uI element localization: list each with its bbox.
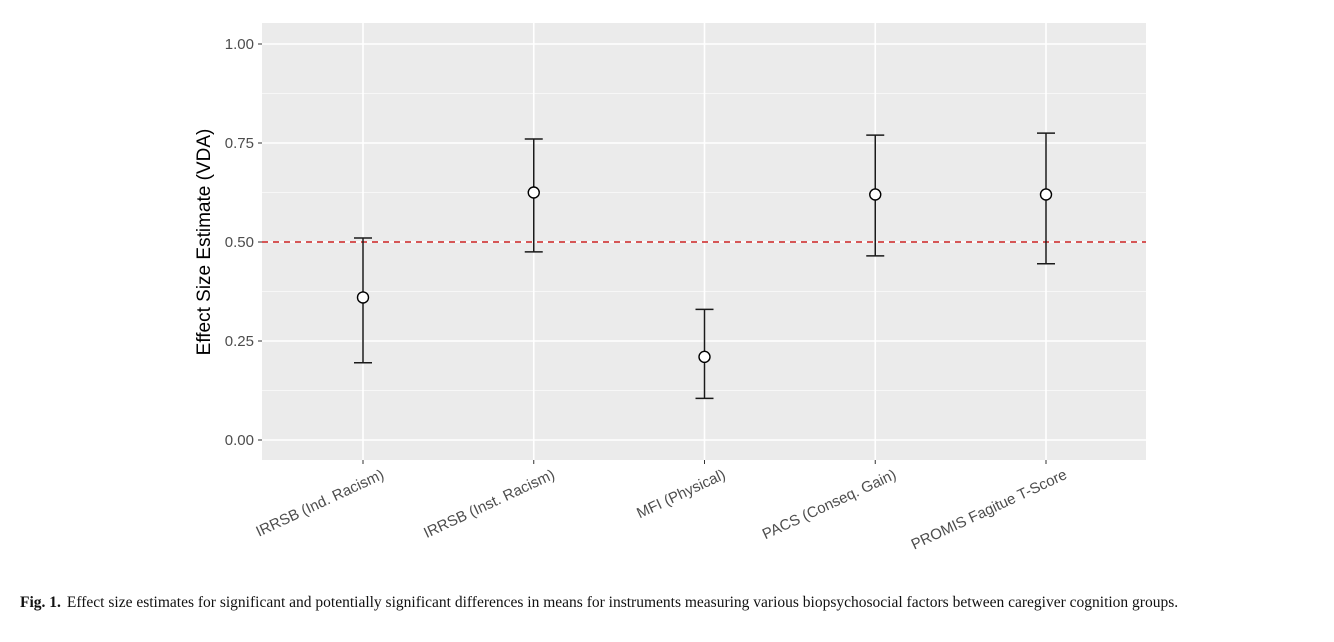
x-axis-ticks: IRRSB (Ind. Racism) IRRSB (Inst. Racism) M… bbox=[253, 460, 1070, 553]
y-tick-label: 0.50 bbox=[225, 234, 254, 251]
data-points bbox=[356, 186, 1053, 364]
data-point bbox=[356, 291, 370, 304]
y-tick-label: 0.25 bbox=[225, 333, 254, 350]
figure-caption: Fig. 1. Effect size estimates for signifi… bbox=[20, 592, 1320, 613]
figure-caption-text: Effect size estimates for significant an… bbox=[66, 594, 1179, 611]
x-tick-label: PROMIS Fagitue T-Score bbox=[909, 466, 1070, 553]
x-tick-label: PACS (Conseq. Gain) bbox=[760, 466, 899, 543]
y-tick-label: 0.75 bbox=[225, 135, 254, 152]
data-point bbox=[527, 186, 540, 199]
y-tick-label: 1.00 bbox=[225, 36, 254, 53]
data-point bbox=[698, 350, 711, 364]
effect-size-chart: 0.00 0.25 0.50 0.75 1.00 IRRSB (Ind. Racism)… bbox=[194, 23, 1146, 553]
y-axis-ticks: 0.00 0.25 0.50 0.75 1.00 bbox=[225, 36, 262, 449]
data-point bbox=[869, 188, 882, 201]
x-tick-label: MFI (Physical) bbox=[634, 466, 728, 522]
x-tick-label: IRRSB (Inst. Racism) bbox=[421, 466, 557, 542]
data-point bbox=[1039, 188, 1053, 201]
y-tick-label: 0.00 bbox=[225, 432, 254, 449]
x-tick-label: IRRSB (Ind. Racism) bbox=[253, 466, 386, 540]
figure-label: Fig. 1. bbox=[20, 594, 61, 611]
y-axis-title: Effect Size Estimate (VDA) bbox=[194, 129, 215, 356]
